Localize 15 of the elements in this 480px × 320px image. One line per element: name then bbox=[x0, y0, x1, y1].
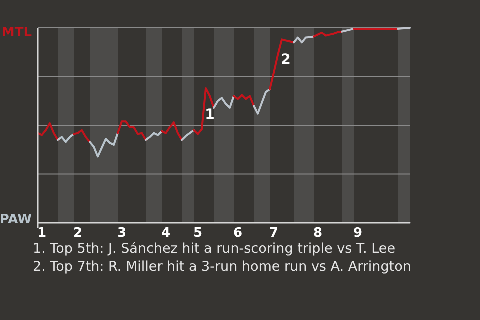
x-tick-label: 6 bbox=[233, 226, 243, 241]
text: PAW bbox=[0, 212, 32, 228]
x-tick-label: 9 bbox=[353, 226, 363, 241]
text: 2. Top 7th: R. Miller hit a 3-run home run vs A. Arrington bbox=[33, 258, 412, 276]
x-tick-label: 5 bbox=[193, 226, 203, 241]
x-tick-label: 2 bbox=[73, 226, 83, 241]
x-tick-label: 1 bbox=[37, 226, 47, 241]
x-tick-label: 7 bbox=[269, 226, 279, 241]
annotation: 2 bbox=[281, 52, 291, 68]
text: MTL bbox=[2, 26, 32, 40]
x-tick-label: 4 bbox=[161, 226, 171, 241]
x-tick-label: 8 bbox=[313, 226, 323, 241]
annotation: 1 bbox=[205, 107, 215, 123]
x-tick-label: 3 bbox=[117, 226, 127, 241]
text: 1. Top 5th: J. Sánchez hit a run-scoring triple vs T. Lee bbox=[33, 240, 397, 258]
